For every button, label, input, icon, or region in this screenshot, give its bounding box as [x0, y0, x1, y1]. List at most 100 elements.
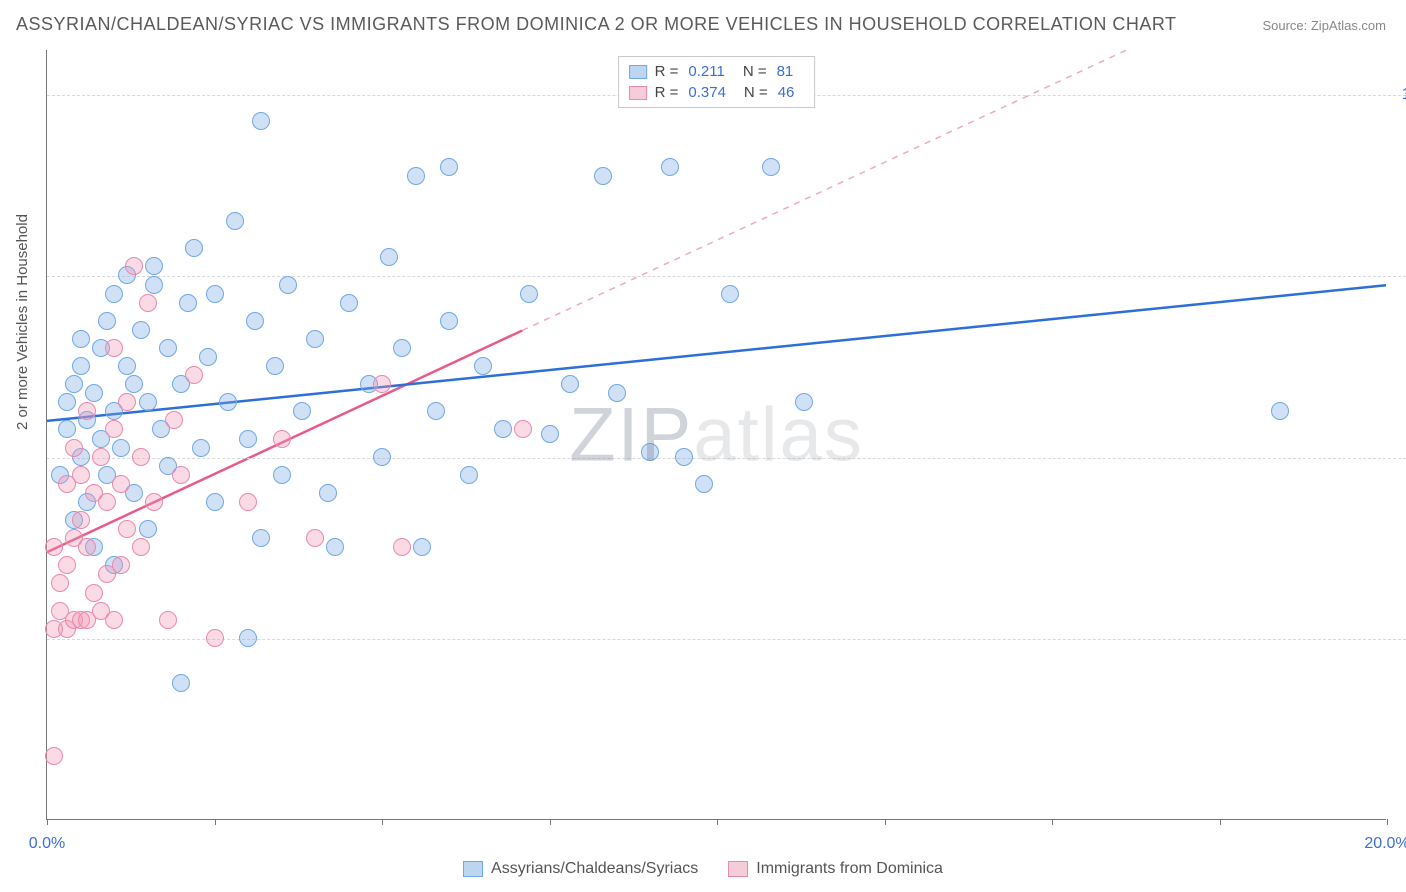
- data-point: [239, 430, 257, 448]
- legend-series-item: Immigrants from Dominica: [728, 860, 943, 878]
- data-point: [695, 475, 713, 493]
- legend-series-name: Immigrants from Dominica: [756, 860, 943, 878]
- data-point: [661, 158, 679, 176]
- legend-r-value: 0.211: [688, 63, 724, 80]
- legend-r-value: 0.374: [688, 84, 726, 101]
- data-point: [139, 520, 157, 538]
- data-point: [721, 285, 739, 303]
- data-point: [58, 420, 76, 438]
- data-point: [326, 538, 344, 556]
- source-link[interactable]: ZipAtlas.com: [1311, 18, 1386, 33]
- x-tick-label: 20.0%: [1364, 835, 1406, 853]
- x-tick: [717, 819, 718, 825]
- data-point: [118, 393, 136, 411]
- watermark-sub: atlas: [693, 392, 864, 477]
- data-point: [279, 276, 297, 294]
- data-point: [118, 520, 136, 538]
- data-point: [641, 443, 659, 461]
- data-point: [561, 375, 579, 393]
- data-point: [45, 538, 63, 556]
- data-point: [306, 529, 324, 547]
- x-tick: [1220, 819, 1221, 825]
- data-point: [159, 611, 177, 629]
- source-prefix: Source:: [1262, 18, 1310, 33]
- data-point: [58, 393, 76, 411]
- data-point: [72, 357, 90, 375]
- data-point: [293, 402, 311, 420]
- data-point: [125, 375, 143, 393]
- data-point: [266, 357, 284, 375]
- data-point: [172, 466, 190, 484]
- legend-stat-row: R = 0.374 N = 46: [629, 82, 805, 103]
- data-point: [1271, 402, 1289, 420]
- data-point: [125, 257, 143, 275]
- data-point: [494, 420, 512, 438]
- data-point: [206, 493, 224, 511]
- watermark: ZIPatlas: [569, 391, 864, 478]
- x-tick: [1387, 819, 1388, 825]
- data-point: [51, 574, 69, 592]
- x-tick: [382, 819, 383, 825]
- data-point: [460, 466, 478, 484]
- data-point: [380, 248, 398, 266]
- data-point: [72, 466, 90, 484]
- data-point: [185, 239, 203, 257]
- data-point: [72, 330, 90, 348]
- data-point: [440, 158, 458, 176]
- data-point: [273, 466, 291, 484]
- data-point: [440, 312, 458, 330]
- data-point: [65, 439, 83, 457]
- data-point: [112, 475, 130, 493]
- data-point: [105, 420, 123, 438]
- legend-swatch: [463, 861, 483, 877]
- gridline-h: [47, 458, 1406, 459]
- data-point: [520, 285, 538, 303]
- data-point: [273, 430, 291, 448]
- data-point: [393, 538, 411, 556]
- data-point: [132, 538, 150, 556]
- legend-swatch: [629, 65, 647, 79]
- legend-series: Assyrians/Chaldeans/SyriacsImmigrants fr…: [0, 860, 1406, 878]
- legend-swatch: [728, 861, 748, 877]
- legend-n-label: N =: [744, 84, 768, 101]
- y-axis-label: 2 or more Vehicles in Household: [14, 214, 31, 430]
- data-point: [145, 257, 163, 275]
- data-point: [206, 285, 224, 303]
- data-point: [219, 393, 237, 411]
- data-point: [427, 402, 445, 420]
- data-point: [172, 674, 190, 692]
- data-point: [92, 448, 110, 466]
- data-point: [199, 348, 217, 366]
- source-attribution: Source: ZipAtlas.com: [1262, 18, 1386, 33]
- x-tick: [215, 819, 216, 825]
- data-point: [319, 484, 337, 502]
- scatter-plot-area: ZIPatlas R = 0.211N = 81R = 0.374N = 46 …: [46, 50, 1386, 820]
- data-point: [45, 747, 63, 765]
- x-tick: [47, 819, 48, 825]
- x-tick-label: 0.0%: [29, 835, 65, 853]
- data-point: [85, 584, 103, 602]
- data-point: [159, 339, 177, 357]
- data-point: [185, 366, 203, 384]
- legend-r-label: R =: [655, 63, 679, 80]
- gridline-h: [47, 276, 1406, 277]
- data-point: [132, 321, 150, 339]
- data-point: [139, 393, 157, 411]
- x-tick: [885, 819, 886, 825]
- data-point: [246, 312, 264, 330]
- data-point: [105, 611, 123, 629]
- data-point: [192, 439, 210, 457]
- data-point: [105, 339, 123, 357]
- data-point: [373, 448, 391, 466]
- legend-stats: R = 0.211N = 81R = 0.374N = 46: [618, 56, 816, 108]
- watermark-main: ZIP: [569, 392, 693, 477]
- data-point: [165, 411, 183, 429]
- data-point: [98, 312, 116, 330]
- y-tick-label: 100.0%: [1402, 86, 1406, 104]
- legend-r-label: R =: [655, 84, 679, 101]
- data-point: [594, 167, 612, 185]
- x-tick: [1052, 819, 1053, 825]
- data-point: [112, 556, 130, 574]
- legend-n-value: 46: [778, 84, 795, 101]
- data-point: [239, 629, 257, 647]
